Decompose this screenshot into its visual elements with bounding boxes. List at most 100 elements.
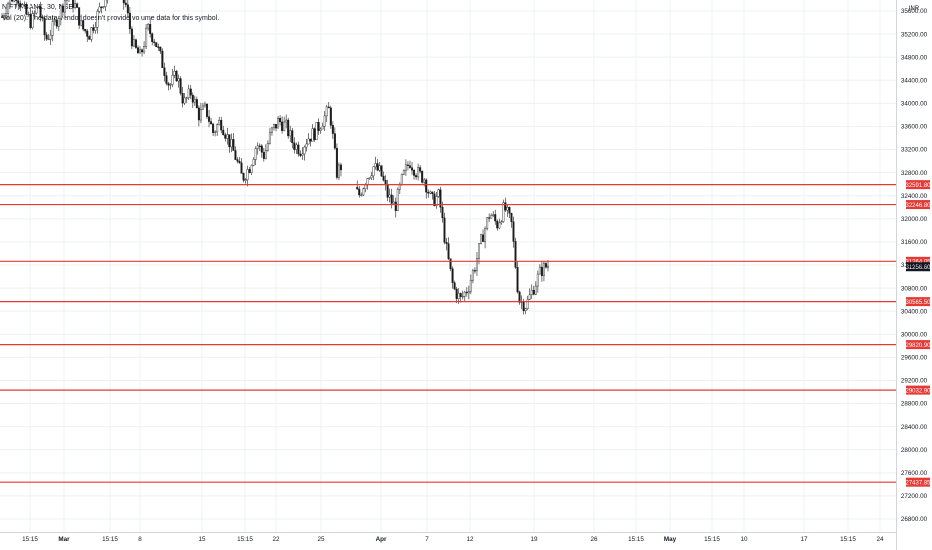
candle xyxy=(143,41,146,55)
candle xyxy=(447,237,450,260)
candle xyxy=(514,237,517,269)
candle xyxy=(149,18,152,38)
candle xyxy=(258,143,261,152)
candle xyxy=(88,35,91,40)
candle xyxy=(39,1,42,22)
candle xyxy=(59,4,62,26)
candle xyxy=(254,146,257,166)
y-tick-label: 34000.00 xyxy=(901,101,928,108)
x-tick-label: 8 xyxy=(138,536,142,543)
candle xyxy=(439,186,442,213)
candle xyxy=(317,118,320,135)
candle xyxy=(313,127,316,142)
candle xyxy=(496,219,499,231)
level-price-label: 29032.90 xyxy=(905,388,931,394)
x-tick-label: 25 xyxy=(317,536,325,543)
candle xyxy=(25,2,28,16)
candle xyxy=(305,138,308,152)
candle xyxy=(234,146,237,161)
candle xyxy=(169,82,172,90)
candle-series xyxy=(1,0,550,315)
candle xyxy=(311,124,314,142)
level-price-label: 32246.80 xyxy=(905,203,931,209)
candle xyxy=(453,280,456,291)
candle xyxy=(518,290,521,305)
candle xyxy=(78,7,81,29)
x-tick-label: 19 xyxy=(530,536,538,543)
candle xyxy=(126,0,129,17)
candle xyxy=(76,2,79,8)
candle xyxy=(124,0,127,8)
y-tick-label: 34800.00 xyxy=(901,54,928,61)
candle xyxy=(45,31,48,41)
x-tick-label: 26 xyxy=(590,536,598,543)
candle xyxy=(191,92,194,108)
candle xyxy=(339,162,342,177)
candle xyxy=(272,123,275,131)
candle xyxy=(141,48,144,57)
candle xyxy=(9,0,12,8)
candle xyxy=(281,116,284,134)
candle xyxy=(283,116,286,132)
candle xyxy=(82,20,85,32)
candle xyxy=(134,38,137,50)
candle xyxy=(195,96,198,109)
candle xyxy=(177,74,180,88)
candle xyxy=(206,103,209,120)
candle xyxy=(394,197,397,218)
candle xyxy=(100,6,103,14)
candle xyxy=(459,292,462,303)
x-tick-label: Apr xyxy=(376,536,387,543)
candle xyxy=(392,195,395,204)
candle xyxy=(372,166,375,181)
candle xyxy=(417,163,420,181)
candle xyxy=(155,42,158,48)
candle xyxy=(1,12,4,18)
candle xyxy=(175,69,178,82)
candle xyxy=(63,0,66,19)
level-price-label: 30565.50 xyxy=(905,300,931,306)
candle xyxy=(376,159,379,172)
candle xyxy=(473,267,476,274)
level-price-tag xyxy=(906,297,930,307)
candle xyxy=(165,71,168,86)
last-price-label: 31256.60 xyxy=(905,265,931,271)
candle xyxy=(461,290,464,300)
candle xyxy=(94,21,97,34)
candle xyxy=(55,18,58,29)
y-tick-label: 30400.00 xyxy=(901,308,928,315)
candle xyxy=(494,209,497,225)
candle xyxy=(415,173,418,180)
y-tick-label: 26800.00 xyxy=(901,516,928,523)
level-price-tag xyxy=(906,180,930,190)
candle xyxy=(246,165,249,187)
candle xyxy=(279,115,282,126)
candle xyxy=(411,161,414,175)
candle xyxy=(390,188,393,209)
candle xyxy=(360,192,363,197)
candle xyxy=(431,191,434,200)
y-tick-label: 32800.00 xyxy=(901,170,928,177)
candle xyxy=(193,95,196,106)
x-tick-label: 15 xyxy=(198,536,206,543)
y-tick-label: 29200.00 xyxy=(901,378,928,385)
y-tick-label: 29600.00 xyxy=(901,355,928,362)
candle xyxy=(5,7,8,20)
level-price-tag xyxy=(906,340,930,350)
candle xyxy=(538,264,541,275)
candle xyxy=(534,281,537,296)
candle xyxy=(139,46,142,54)
candle xyxy=(337,162,340,181)
candle xyxy=(72,0,75,13)
candle xyxy=(325,104,328,123)
candle xyxy=(285,114,288,129)
candle xyxy=(37,5,40,8)
candle xyxy=(331,121,334,139)
x-tick-label: 12 xyxy=(466,536,474,543)
candle xyxy=(203,101,206,108)
level-price-label: 27437.85 xyxy=(905,480,931,486)
candle xyxy=(384,175,387,191)
x-tick-label: 22 xyxy=(272,536,280,543)
candle xyxy=(547,260,550,272)
